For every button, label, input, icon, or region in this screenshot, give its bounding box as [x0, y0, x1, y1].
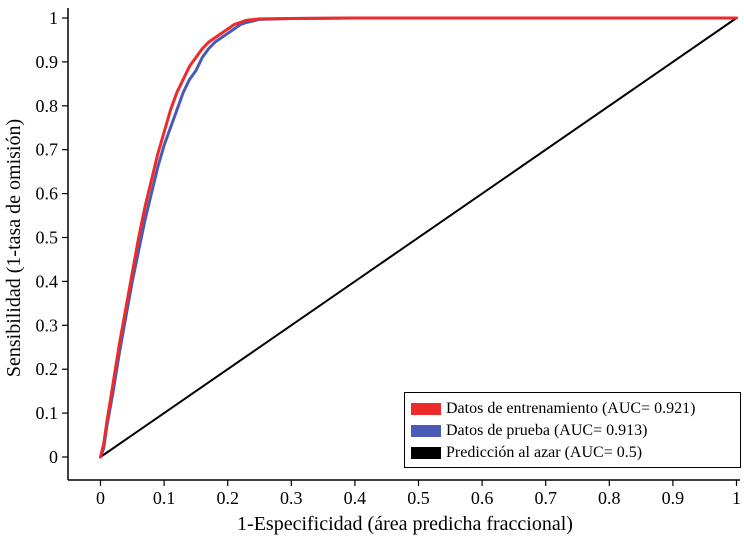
x-tick-label: 0.8: [598, 488, 621, 508]
y-tick-label: 0.9: [36, 52, 59, 72]
x-tick-label: 0.3: [280, 488, 303, 508]
legend: Datos de entrenamiento (AUC= 0.921) Dato…: [404, 392, 741, 468]
legend-item-random: Predicción al azar (AUC= 0.5): [411, 443, 642, 463]
x-axis-label: 1-Especificidad (área predicha fracciona…: [237, 513, 573, 535]
y-tick-label: 0: [49, 447, 58, 467]
y-tick-label: 0.2: [36, 359, 59, 379]
x-tick-label: 0: [96, 488, 105, 508]
x-tick-label: 0.5: [407, 488, 430, 508]
x-tick-label: 0.1: [153, 488, 176, 508]
y-tick-label: 0.4: [36, 271, 59, 291]
y-tick-label: 0.7: [36, 140, 59, 160]
x-axis-ticks: 0 0.1 0.2 0.3 0.4 0.5 0.6 0.7 0.8 0.9 1: [96, 480, 741, 508]
y-tick-label: 0.8: [36, 96, 59, 116]
x-tick-label: 0.4: [344, 488, 367, 508]
legend-swatch-random: [411, 447, 441, 459]
legend-item-test: Datos de prueba (AUC= 0.913): [411, 421, 647, 441]
x-tick-label: 0.7: [534, 488, 557, 508]
y-tick-label: 1: [49, 8, 58, 28]
y-tick-label: 0.6: [36, 184, 59, 204]
x-tick-label: 1: [732, 488, 741, 508]
legend-item-train: Datos de entrenamiento (AUC= 0.921): [411, 399, 695, 419]
series-layer: [99, 16, 738, 459]
x-tick-label: 0.6: [471, 488, 494, 508]
y-tick-label: 0.3: [36, 315, 59, 335]
y-tick-label: 0.5: [36, 228, 59, 248]
legend-swatch-train: [411, 403, 441, 415]
legend-label-train: Datos de entrenamiento (AUC= 0.921): [446, 400, 696, 417]
legend-label-test: Datos de prueba (AUC= 0.913): [446, 422, 648, 439]
series-line-train: [99, 16, 738, 459]
y-axis-ticks: 0 0.1 0.2 0.3 0.4 0.5 0.6 0.7 0.8 0.9 1: [36, 8, 68, 467]
series-line-random: [99, 17, 738, 458]
legend-label-random: Predicción al azar (AUC= 0.5): [446, 444, 643, 461]
y-axis-label: Sensibilidad (1-tasa de omisión): [3, 119, 25, 377]
x-tick-label: 0.2: [216, 488, 239, 508]
x-tick-label: 0.9: [662, 488, 685, 508]
plot-frame: [67, 8, 740, 481]
legend-swatch-test: [411, 425, 441, 437]
y-tick-label: 0.1: [36, 403, 59, 423]
